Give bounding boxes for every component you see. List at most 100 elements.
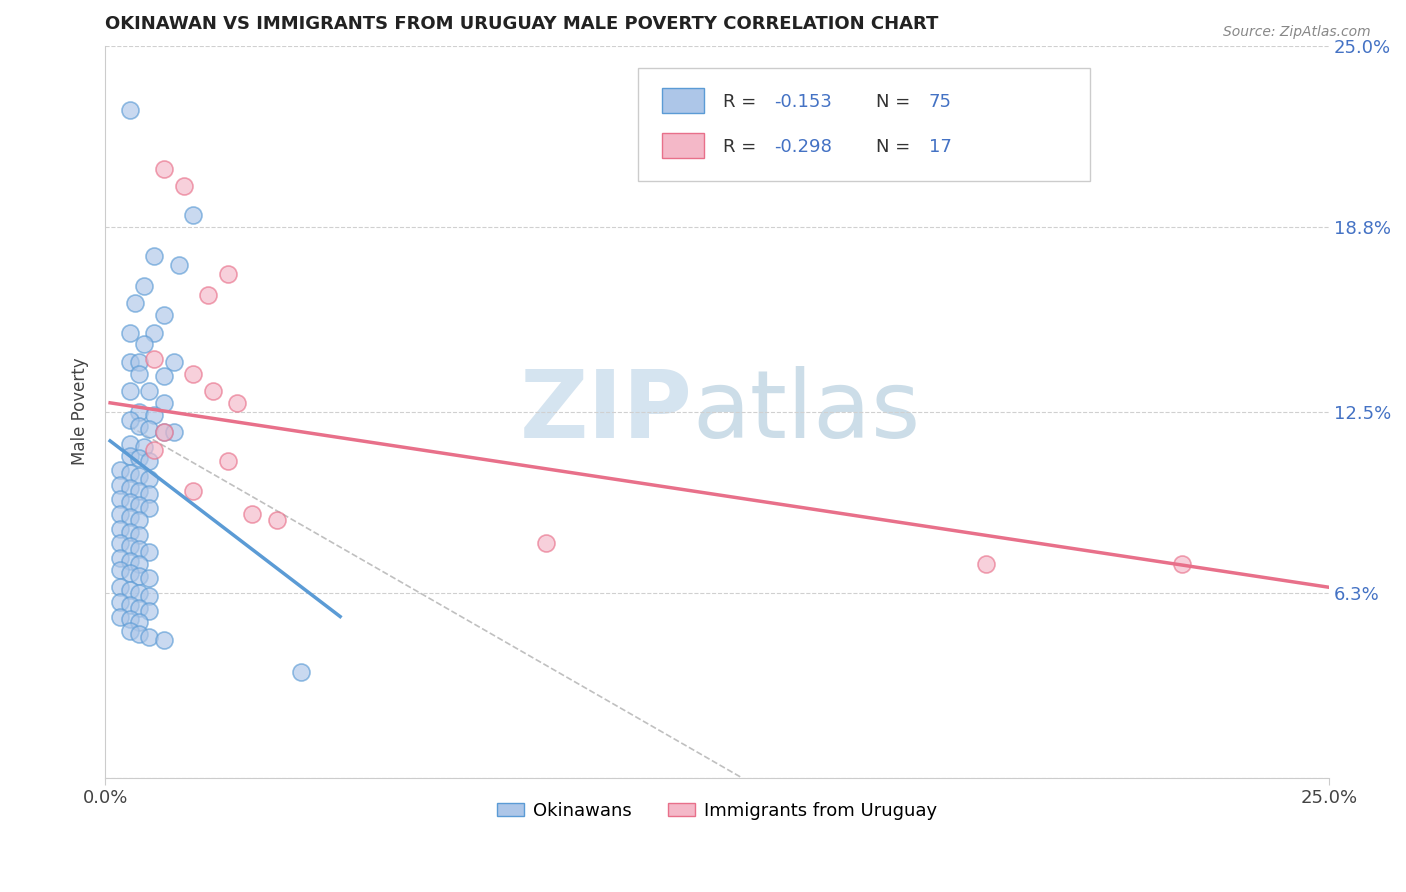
Point [1171,557,1194,571]
Point [128,367,150,381]
Point [153,425,176,439]
Point [128,600,150,615]
Point [153,632,176,647]
Point [128,355,150,369]
Point [143,250,166,264]
Point [167,258,190,272]
Point [217,454,239,468]
Point [118,539,141,553]
Point [138,486,160,500]
Point [534,536,557,550]
Point [181,367,204,381]
Point [108,478,131,492]
Text: R =: R = [723,93,762,111]
Point [974,557,997,571]
Point [201,384,224,398]
Point [138,545,160,559]
Point [143,326,166,340]
Point [138,454,160,468]
Point [143,442,166,457]
FancyBboxPatch shape [662,134,703,159]
Point [128,469,150,483]
Text: N =: N = [876,138,917,156]
Point [128,513,150,527]
Point [108,492,131,507]
Point [108,463,131,477]
Text: -0.298: -0.298 [775,138,832,156]
Point [118,413,141,427]
Point [128,568,150,582]
Point [153,425,176,439]
Point [138,384,160,398]
Point [138,630,160,644]
Point [197,287,219,301]
Y-axis label: Male Poverty: Male Poverty [72,358,89,466]
Point [108,522,131,536]
Point [118,495,141,509]
Point [118,437,141,451]
Point [181,209,204,223]
Point [108,609,131,624]
Point [118,355,141,369]
Point [118,510,141,524]
Point [118,481,141,495]
Text: 75: 75 [929,93,952,111]
Point [128,586,150,600]
Point [138,501,160,516]
Point [153,369,176,384]
Text: -0.153: -0.153 [775,93,832,111]
Point [128,615,150,630]
Point [143,351,166,366]
Point [163,355,186,369]
Point [124,296,146,310]
Point [108,536,131,550]
Point [108,563,131,577]
Point [290,665,312,680]
Point [118,624,141,639]
Point [108,507,131,521]
Text: atlas: atlas [693,366,921,458]
Point [138,422,160,436]
Point [118,326,141,340]
Point [134,337,156,351]
Point [143,408,166,422]
Point [118,554,141,568]
Point [128,527,150,541]
Point [128,483,150,498]
Point [128,557,150,571]
Point [118,583,141,598]
Point [118,612,141,626]
Point [134,440,156,454]
Point [128,542,150,557]
Point [153,396,176,410]
Point [138,572,160,586]
FancyBboxPatch shape [637,68,1090,181]
Point [128,627,150,641]
Point [163,425,186,439]
Point [173,179,195,194]
Point [128,451,150,466]
Point [108,551,131,566]
Point [118,598,141,612]
Point [108,580,131,594]
Point [153,161,176,176]
Point [118,524,141,539]
Point [128,498,150,512]
Point [128,419,150,434]
Point [118,466,141,480]
Point [108,595,131,609]
Text: OKINAWAN VS IMMIGRANTS FROM URUGUAY MALE POVERTY CORRELATION CHART: OKINAWAN VS IMMIGRANTS FROM URUGUAY MALE… [105,15,939,33]
Point [138,589,160,603]
Text: ZIP: ZIP [520,366,693,458]
Text: N =: N = [876,93,917,111]
Legend: Okinawans, Immigrants from Uruguay: Okinawans, Immigrants from Uruguay [489,795,945,827]
Point [226,396,249,410]
Point [217,267,239,281]
Point [240,507,263,521]
Point [128,404,150,418]
Point [181,483,204,498]
Point [138,472,160,486]
Point [118,449,141,463]
Point [134,278,156,293]
FancyBboxPatch shape [662,88,703,113]
